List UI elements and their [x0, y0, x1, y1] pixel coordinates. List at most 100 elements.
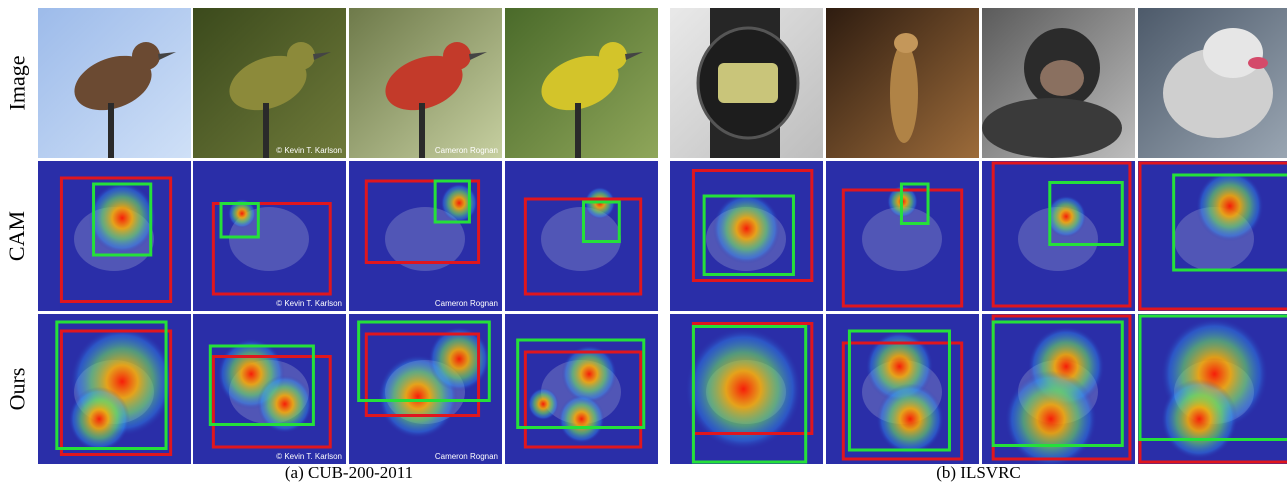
tile-image: © Kevin T. Karlson: [193, 314, 346, 464]
tile-image: [505, 161, 658, 311]
tile-cam-5: [670, 161, 823, 311]
photo-subject: [890, 33, 918, 143]
tile-ours-1: [38, 314, 191, 464]
tile-image-7: [982, 8, 1135, 158]
tile-cam-7: [982, 161, 1135, 311]
tile-image: Cameron Rognan: [349, 8, 502, 158]
tile-image: [982, 8, 1135, 158]
predicted-box: [582, 200, 621, 243]
tile-ours-5: [670, 314, 823, 464]
predicted-box: [1048, 181, 1124, 246]
tile-cam-4: [505, 161, 658, 311]
predicted-box: [991, 320, 1124, 447]
photo-subject: [541, 42, 643, 158]
tile-image: © Kevin T. Karlson: [193, 8, 346, 158]
heatmap-background: [505, 161, 658, 311]
heatmap-blob: [228, 199, 256, 228]
tile-ours-7: [982, 314, 1135, 464]
tile-image: [670, 314, 823, 464]
row-label-cam: CAM: [4, 210, 29, 262]
ground-truth-box: [211, 202, 332, 296]
photo-subject: [385, 42, 487, 158]
tile-cam-3: Cameron Rognan: [349, 161, 502, 311]
ground-truth-box: [364, 332, 481, 417]
photo-watermark: © Kevin T. Karlson: [276, 452, 342, 461]
predicted-box: [219, 202, 260, 239]
ground-truth-box: [364, 179, 481, 264]
heatmap-blob: [876, 383, 944, 455]
tile-image: [826, 314, 979, 464]
predicted-box: [691, 325, 808, 464]
predicted-box: [357, 320, 491, 402]
photo-watermark: Cameron Rognan: [435, 299, 498, 308]
heatmap-blob: [88, 182, 156, 254]
heatmap-blob: [428, 326, 490, 392]
tile-image: [1138, 8, 1287, 158]
tile-cam-2: © Kevin T. Karlson: [193, 161, 346, 311]
caption-cub: (a) CUB-200-2011: [284, 463, 414, 482]
heatmap-blob: [440, 183, 478, 223]
heatmap-blob: [257, 375, 313, 433]
photo-subject: [74, 42, 176, 158]
predicted-box: [516, 338, 646, 429]
heatmap-blob: [1196, 170, 1264, 242]
tile-image: [505, 8, 658, 158]
heatmap-background: [349, 161, 502, 311]
tile-ours-6: [826, 314, 979, 464]
ground-truth-box: [1138, 161, 1287, 311]
heatmap-blob: [865, 331, 934, 402]
ground-truth-box: [211, 355, 332, 449]
tile-image: Cameron Rognan: [349, 161, 502, 311]
heatmap-blob: [1004, 370, 1097, 464]
tile-image: [670, 8, 823, 158]
tile-image-1: [38, 8, 191, 158]
tile-image-6: [826, 8, 979, 158]
ground-truth-box: [523, 350, 643, 449]
tile-image: [826, 161, 979, 311]
heatmap-blob: [712, 193, 781, 264]
photo-watermark: © Kevin T. Karlson: [276, 299, 342, 308]
tile-image-3: Cameron Rognan: [349, 8, 502, 158]
photo-subject: [229, 42, 331, 158]
tile-image: [38, 8, 191, 158]
tile-image-5: [670, 8, 823, 158]
tile-image-4: [505, 8, 658, 158]
tile-ours-2: © Kevin T. Karlson: [193, 314, 346, 464]
tile-cam-6: [826, 161, 979, 311]
predicted-box: [1172, 173, 1287, 272]
photo-subject: [696, 8, 800, 158]
predicted-box: [92, 182, 153, 257]
heatmap-blob: [68, 386, 130, 452]
photo-subject: [1163, 28, 1273, 138]
heatmap-background: [982, 161, 1135, 311]
tile-image: [670, 161, 823, 311]
predicted-box: [208, 344, 315, 426]
tile-image: Cameron Rognan: [349, 314, 502, 464]
ground-truth-box: [691, 169, 814, 282]
predicted-box: [847, 329, 951, 452]
tile-image: [38, 314, 191, 464]
heatmap-blob: [685, 327, 802, 451]
ground-truth-box: [523, 197, 643, 296]
tile-image: [1138, 314, 1287, 464]
heatmap-blob: [1160, 378, 1238, 460]
row-label-image: Image: [4, 55, 29, 111]
tile-cam-8: [1138, 161, 1287, 311]
heatmap-blob: [558, 394, 605, 444]
predicted-box: [1138, 314, 1287, 441]
ground-truth-box: [841, 341, 964, 461]
tile-ours-8: [1138, 314, 1287, 464]
predicted-box: [702, 194, 795, 276]
tile-image: [982, 161, 1135, 311]
tile-cam-1: [38, 161, 191, 311]
tile-image: © Kevin T. Karlson: [193, 161, 346, 311]
tile-image: [982, 314, 1135, 464]
tile-image: [38, 161, 191, 311]
tile-image: [505, 314, 658, 464]
photo-watermark: Cameron Rognan: [435, 146, 498, 155]
tile-image: [1138, 161, 1287, 311]
heatmap-blob: [1046, 195, 1087, 238]
row-label-ours: Ours: [4, 367, 29, 411]
tile-image-2: © Kevin T. Karlson: [193, 8, 346, 158]
heatmap-blob: [527, 387, 559, 421]
